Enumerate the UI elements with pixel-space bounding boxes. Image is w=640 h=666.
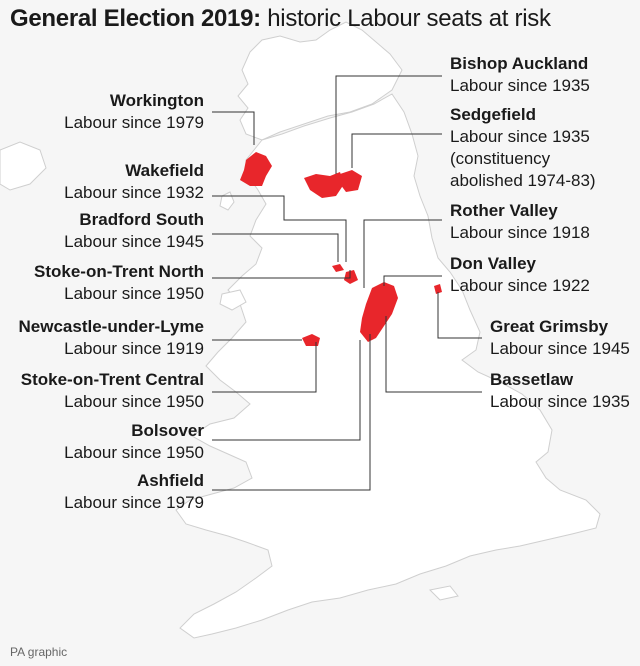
leader-workington bbox=[212, 111, 255, 145]
seat-don-valley bbox=[434, 284, 442, 294]
leader-wakefield bbox=[212, 195, 347, 262]
label-great-grimsby: Great Grimsby Labour since 1945 bbox=[490, 316, 630, 360]
england-wales-landmass bbox=[175, 93, 601, 639]
label-name: Bolsover bbox=[131, 421, 204, 440]
isle-of-wight bbox=[428, 585, 459, 601]
label-since: Labour since 1979 bbox=[64, 113, 204, 132]
label-name: Newcastle-under-Lyme bbox=[18, 317, 204, 336]
label-since: Labour since 1950 bbox=[64, 284, 204, 303]
label-name: Bishop Auckland bbox=[450, 54, 589, 73]
seat-sedgefield bbox=[340, 170, 362, 192]
label-name: Great Grimsby bbox=[490, 317, 609, 336]
label-since: Labour since 1950 bbox=[64, 443, 204, 462]
label-since: Labour since 1918 bbox=[450, 223, 590, 242]
leader-stoke-north bbox=[212, 270, 351, 279]
label-bassetlaw: Bassetlaw Labour since 1935 bbox=[490, 369, 630, 413]
label-name: Stoke-on-Trent Central bbox=[20, 370, 204, 389]
label-name: Wakefield bbox=[125, 161, 204, 180]
scotland-landmass bbox=[237, 21, 403, 141]
northern-ireland-fragment bbox=[0, 141, 47, 191]
leader-sedgefield bbox=[351, 133, 442, 168]
label-newcastle-lyme: Newcastle-under-Lyme Labour since 1919 bbox=[19, 316, 204, 360]
label-since: Labour since 1950 bbox=[64, 392, 204, 411]
seat-shapes bbox=[240, 152, 442, 346]
seat-bradford-south bbox=[332, 264, 344, 272]
seat-bishop-auckland bbox=[304, 172, 344, 198]
title-bold: General Election 2019: bbox=[10, 5, 261, 32]
label-since: Labour since 1932 bbox=[64, 183, 204, 202]
leader-stoke-central bbox=[212, 342, 317, 393]
leader-rother-valley bbox=[363, 219, 442, 288]
label-wakefield: Wakefield Labour since 1932 bbox=[64, 160, 204, 204]
label-rother-valley: Rother Valley Labour since 1918 bbox=[450, 200, 590, 244]
leader-bradford-south bbox=[212, 233, 339, 262]
seat-workington bbox=[240, 152, 272, 186]
label-bishop-auckland: Bishop Auckland Labour since 1935 bbox=[450, 53, 590, 97]
label-bolsover: Bolsover Labour since 1950 bbox=[64, 420, 204, 464]
label-name: Workington bbox=[109, 91, 204, 110]
label-name: Sedgefield bbox=[450, 105, 536, 124]
label-workington: Workington Labour since 1979 bbox=[64, 90, 204, 134]
leader-bassetlaw bbox=[385, 316, 482, 393]
label-note: (constituency bbox=[450, 149, 551, 168]
label-since: Labour since 1935 bbox=[490, 392, 630, 411]
label-note: abolished 1974-83) bbox=[450, 171, 596, 190]
seat-wakefield bbox=[344, 270, 358, 284]
leader-bolsover bbox=[212, 340, 361, 441]
isle-of-man bbox=[219, 191, 235, 211]
label-since: Labour since 1922 bbox=[450, 276, 590, 295]
label-stoke-north: Stoke-on-Trent North Labour since 1950 bbox=[34, 261, 204, 305]
label-stoke-central: Stoke-on-Trent Central Labour since 1950 bbox=[21, 369, 204, 413]
label-since: Labour since 1935 bbox=[450, 76, 590, 95]
label-name: Don Valley bbox=[450, 254, 536, 273]
label-name: Bradford South bbox=[79, 210, 204, 229]
leader-bishop-auckland bbox=[335, 75, 442, 174]
label-since: Labour since 1945 bbox=[490, 339, 630, 358]
label-name: Stoke-on-Trent North bbox=[34, 262, 204, 281]
title-rest: historic Labour seats at risk bbox=[267, 5, 551, 32]
seat-rother-valley-cluster bbox=[360, 282, 398, 342]
label-since: Labour since 1979 bbox=[64, 493, 204, 512]
label-name: Rother Valley bbox=[450, 201, 558, 220]
anglesey bbox=[219, 289, 247, 311]
label-since: Labour since 1935 bbox=[450, 127, 590, 146]
label-since: Labour since 1945 bbox=[64, 232, 204, 251]
label-sedgefield: Sedgefield Labour since 1935 (constituen… bbox=[450, 104, 596, 192]
label-since: Labour since 1919 bbox=[64, 339, 204, 358]
label-ashfield: Ashfield Labour since 1979 bbox=[64, 470, 204, 514]
leader-lines bbox=[212, 75, 482, 491]
label-bradford-south: Bradford South Labour since 1945 bbox=[64, 209, 204, 253]
label-don-valley: Don Valley Labour since 1922 bbox=[450, 253, 590, 297]
label-name: Ashfield bbox=[136, 471, 204, 490]
leader-don-valley bbox=[383, 275, 442, 286]
leader-ashfield bbox=[212, 334, 371, 491]
leader-great-grimsby bbox=[437, 292, 482, 339]
credit: PA graphic bbox=[10, 645, 68, 659]
chart-title: General Election 2019: historic Labour s… bbox=[10, 4, 551, 34]
label-name: Bassetlaw bbox=[490, 370, 574, 389]
